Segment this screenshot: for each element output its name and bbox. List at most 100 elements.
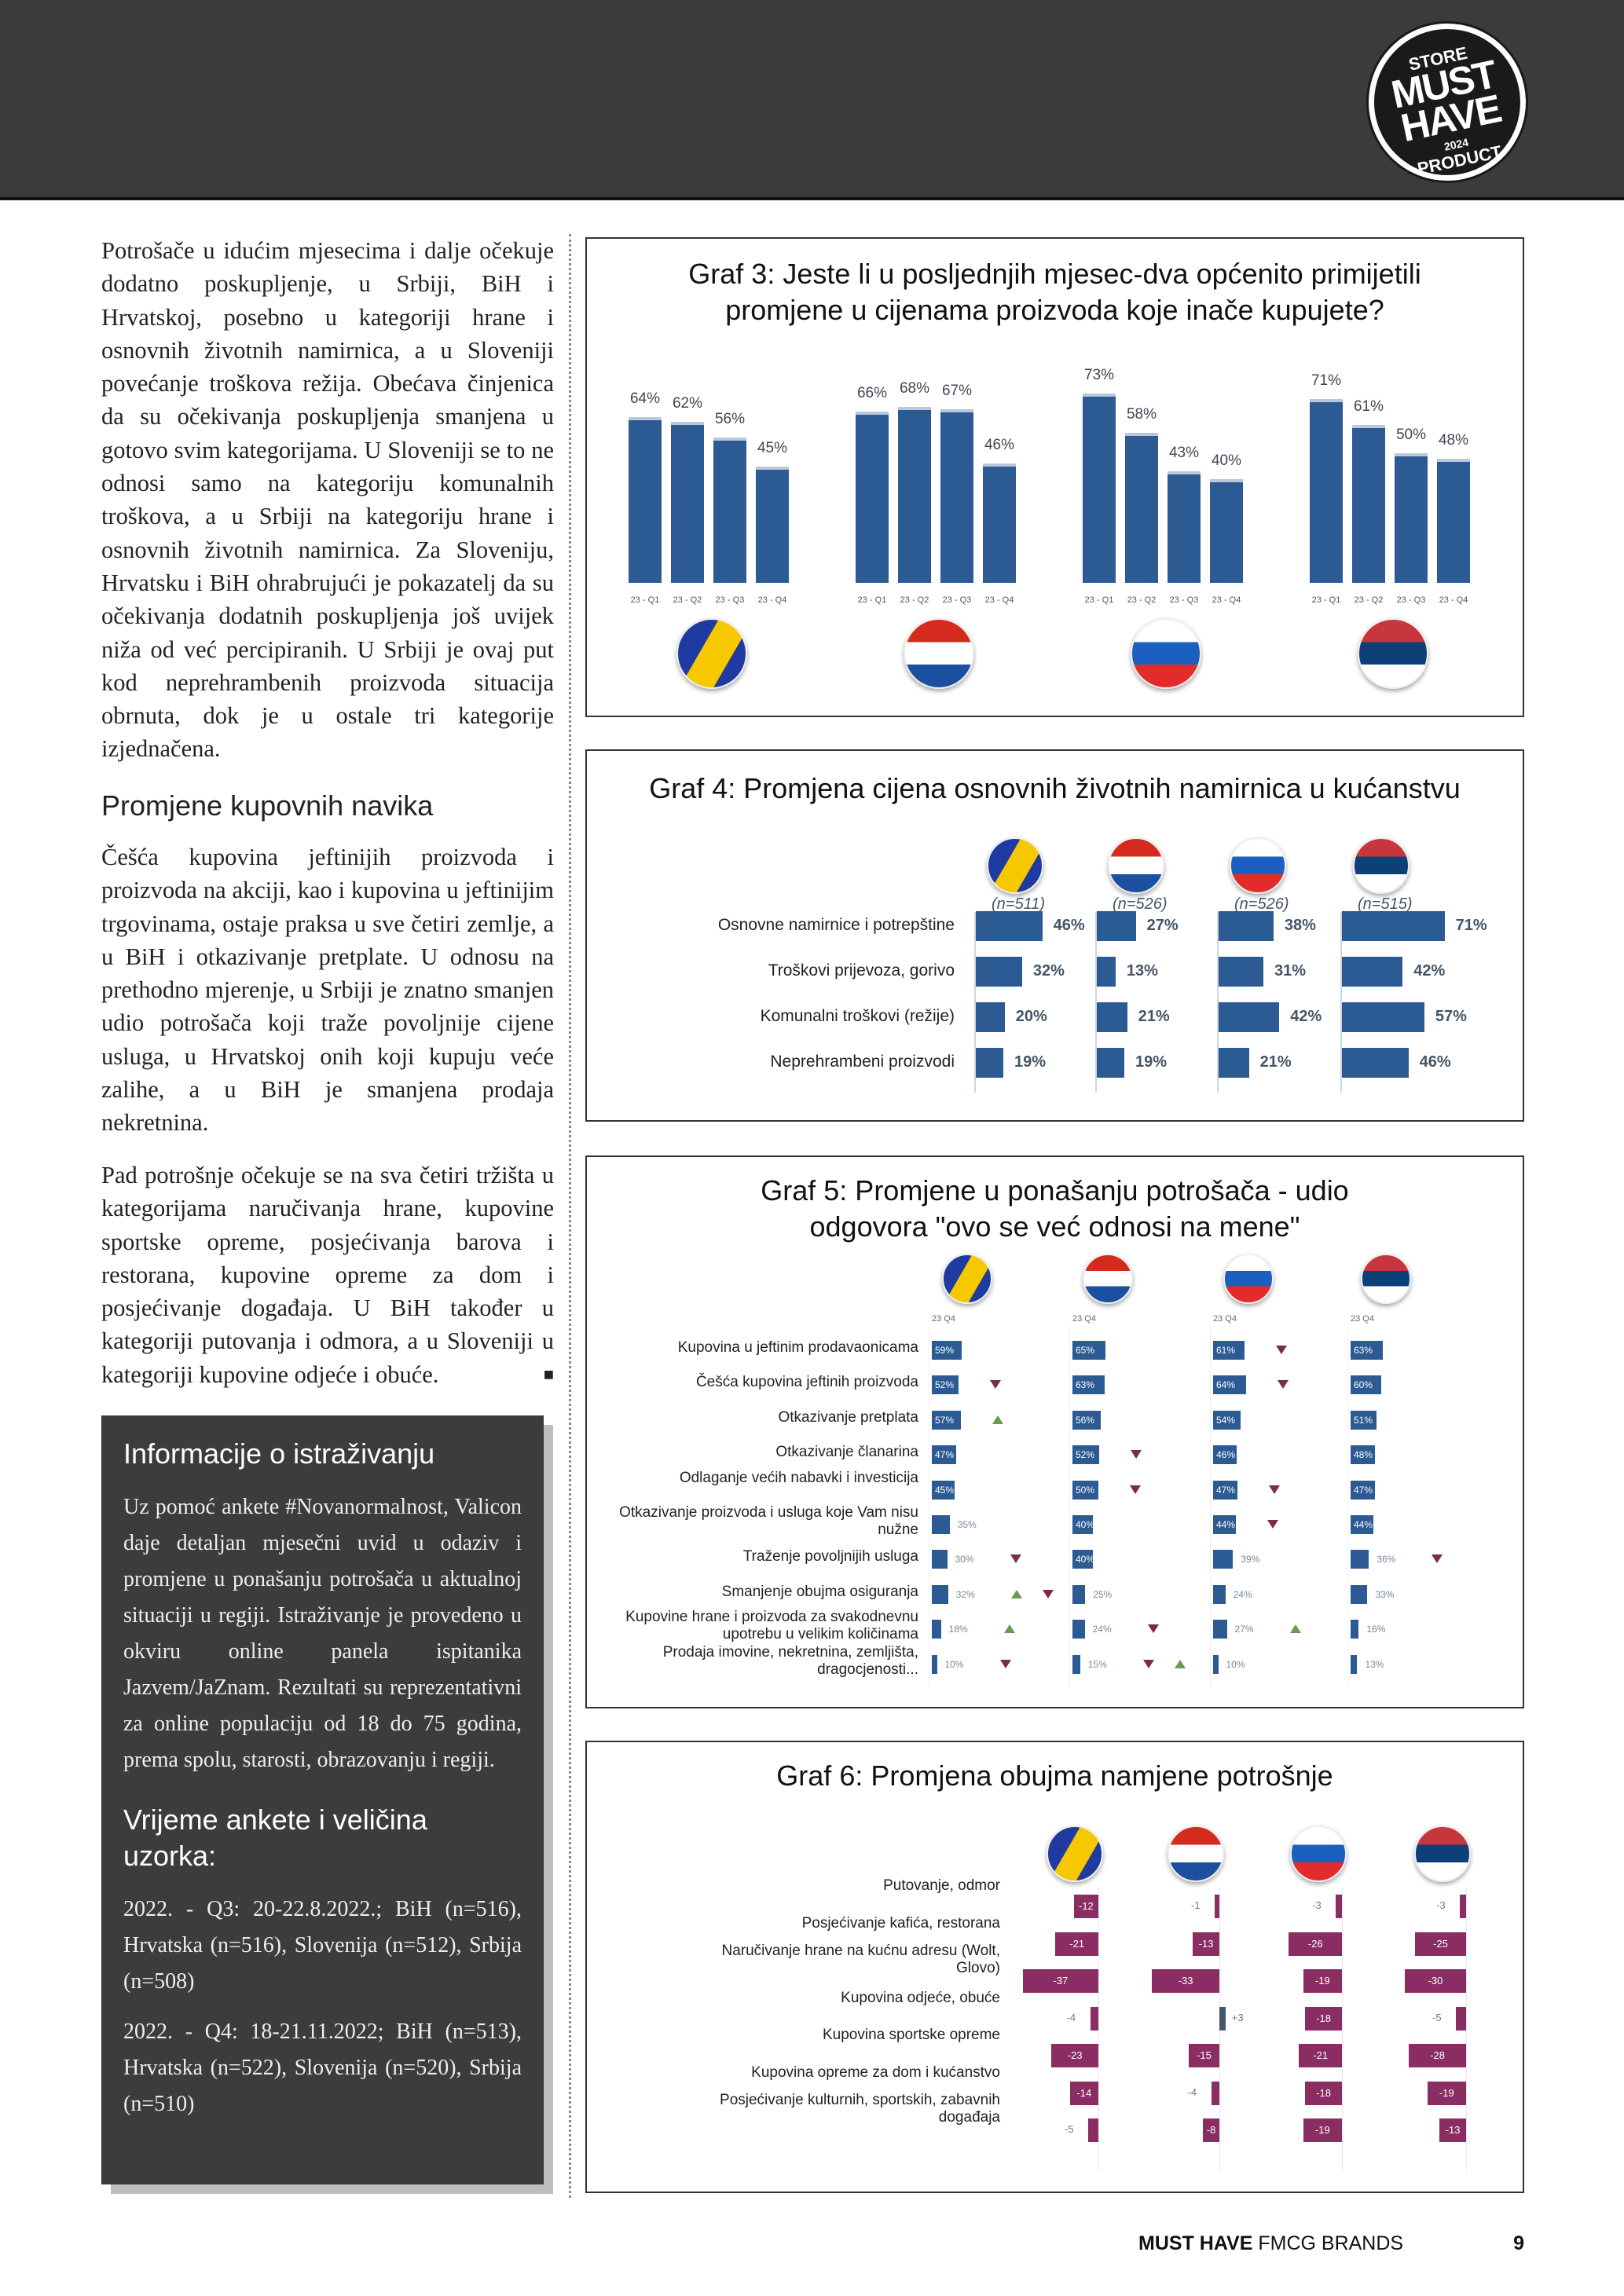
bar — [1342, 911, 1445, 941]
data-label: 46% — [1419, 1053, 1451, 1071]
trend-down-icon — [1268, 1485, 1280, 1494]
bar — [1125, 432, 1158, 583]
data-label: -1 — [1191, 1899, 1201, 1911]
trend-up-icon — [1010, 1589, 1022, 1598]
data-label: 50% — [1076, 1484, 1095, 1496]
data-label: 65% — [1076, 1345, 1095, 1356]
trend-down-icon — [1130, 1450, 1142, 1459]
bar — [629, 416, 662, 583]
bar — [1219, 957, 1264, 987]
data-label: 36% — [1377, 1554, 1396, 1565]
article-paragraph-1: Potrošače u idućim mjesecima i dalje oče… — [101, 237, 554, 763]
row-label: Otkazivanje pretplata — [778, 1408, 919, 1426]
trend-down-icon — [999, 1659, 1011, 1668]
bar — [1351, 1550, 1369, 1569]
data-label: 60% — [1354, 1379, 1373, 1391]
data-label: 64% — [1216, 1379, 1236, 1391]
bar — [1072, 1550, 1093, 1569]
column-bg — [1210, 1326, 1328, 1687]
sample-size: (n=515) — [1358, 895, 1413, 913]
flag-hr-icon — [904, 618, 974, 689]
chart-graf-6: Graf 6: Promjena obujma namjene potrošnj… — [585, 1741, 1524, 2193]
data-label: 68% — [899, 379, 930, 397]
data-label: 20% — [1015, 1008, 1047, 1025]
x-tick-label: 23 - Q4 — [984, 595, 1014, 605]
bar — [940, 408, 973, 583]
data-label: 61% — [1353, 397, 1384, 415]
bar — [1072, 1515, 1093, 1534]
data-label: 31% — [1274, 962, 1307, 980]
bar — [1351, 1410, 1377, 1430]
data-label: 73% — [1083, 367, 1115, 384]
data-label: 42% — [1413, 962, 1446, 980]
data-label: 63% — [1076, 1379, 1095, 1391]
bar — [983, 463, 1016, 583]
bar — [1351, 1480, 1375, 1500]
sample-size: (n=511) — [992, 895, 1046, 913]
bar — [1072, 1341, 1106, 1360]
data-label: 45% — [935, 1484, 955, 1496]
bar — [1097, 957, 1116, 987]
end-mark: ■ — [543, 1364, 554, 1384]
bar — [1351, 1375, 1381, 1395]
x-tick-label: 23 - Q4 — [1212, 595, 1241, 605]
info-q3: 2022. - Q3: 20-22.8.2022.; BiH (n=516), … — [123, 1897, 522, 1994]
bar — [1097, 1048, 1124, 1078]
bar — [1351, 1620, 1359, 1639]
bar — [932, 1410, 962, 1430]
axis-line — [1340, 912, 1342, 1093]
column-label: 23 Q4 — [1213, 1314, 1237, 1324]
column-label: 23 Q4 — [932, 1314, 955, 1324]
chart-title: Graf 6: Promjena obujma namjene potrošnj… — [776, 1760, 1333, 1792]
data-label: 47% — [1216, 1484, 1236, 1496]
bar — [1072, 1375, 1105, 1395]
trend-down-icon — [1432, 1554, 1443, 1564]
x-tick-label: 23 - Q3 — [1396, 595, 1426, 605]
data-label: 59% — [935, 1345, 955, 1356]
column-bg — [1347, 1326, 1465, 1687]
chart-title: Graf 5: Promjene u ponašanju potrošača -… — [761, 1174, 1349, 1243]
bar: -13 — [1193, 1932, 1219, 1956]
bar: -21 — [1055, 1932, 1098, 1956]
x-tick-label: 23 - Q3 — [942, 595, 972, 605]
bar — [1342, 1002, 1424, 1032]
bar — [1351, 1445, 1376, 1465]
data-label: 13% — [1365, 1658, 1384, 1670]
bar: -19 — [1303, 2118, 1342, 2142]
data-label: 48% — [1438, 431, 1469, 449]
bar — [1083, 394, 1116, 583]
bar: -13 — [1439, 2118, 1466, 2142]
data-label: 42% — [1290, 1008, 1322, 1025]
data-label: 52% — [1076, 1449, 1095, 1461]
flag-bih-icon — [987, 837, 1043, 894]
data-label: 46% — [984, 437, 1015, 454]
row-label: Otkazivanje članarina — [775, 1444, 918, 1461]
x-tick-label: 23 - Q2 — [1127, 595, 1157, 605]
flag-si-icon — [1131, 618, 1201, 689]
bar: -12 — [1073, 1895, 1098, 1918]
column-divider — [569, 234, 571, 2198]
row-label: Osnovne namirnice i potrepštine — [717, 916, 955, 934]
info-title-2: Vrijeme ankete i veličina uzorka: — [123, 1803, 427, 1872]
bar — [1072, 1620, 1085, 1639]
x-tick-label: 23 - Q3 — [715, 595, 745, 605]
data-label: 44% — [1354, 1519, 1373, 1530]
chart-graf-4: Graf 4: Promjena cijena osnovnih životni… — [585, 749, 1524, 1122]
flag-bih-icon — [942, 1254, 992, 1304]
bar — [1342, 1048, 1409, 1078]
trend-up-icon — [1174, 1659, 1186, 1668]
bar — [1213, 1620, 1227, 1639]
section-heading: Promjene kupovnih navika — [101, 789, 434, 822]
trend-up-icon — [992, 1415, 1004, 1424]
bar — [1213, 1480, 1237, 1500]
data-label: 61% — [1216, 1345, 1236, 1356]
bar — [1072, 1480, 1098, 1500]
data-label: 40% — [1076, 1519, 1095, 1530]
data-label: 21% — [1259, 1053, 1292, 1071]
data-label: 51% — [1354, 1414, 1373, 1426]
bar — [1097, 911, 1136, 941]
bar: -25 — [1415, 1932, 1466, 1956]
data-label: -4 — [1187, 2085, 1197, 2098]
trend-down-icon — [989, 1380, 1001, 1390]
data-label: 47% — [1354, 1484, 1373, 1496]
